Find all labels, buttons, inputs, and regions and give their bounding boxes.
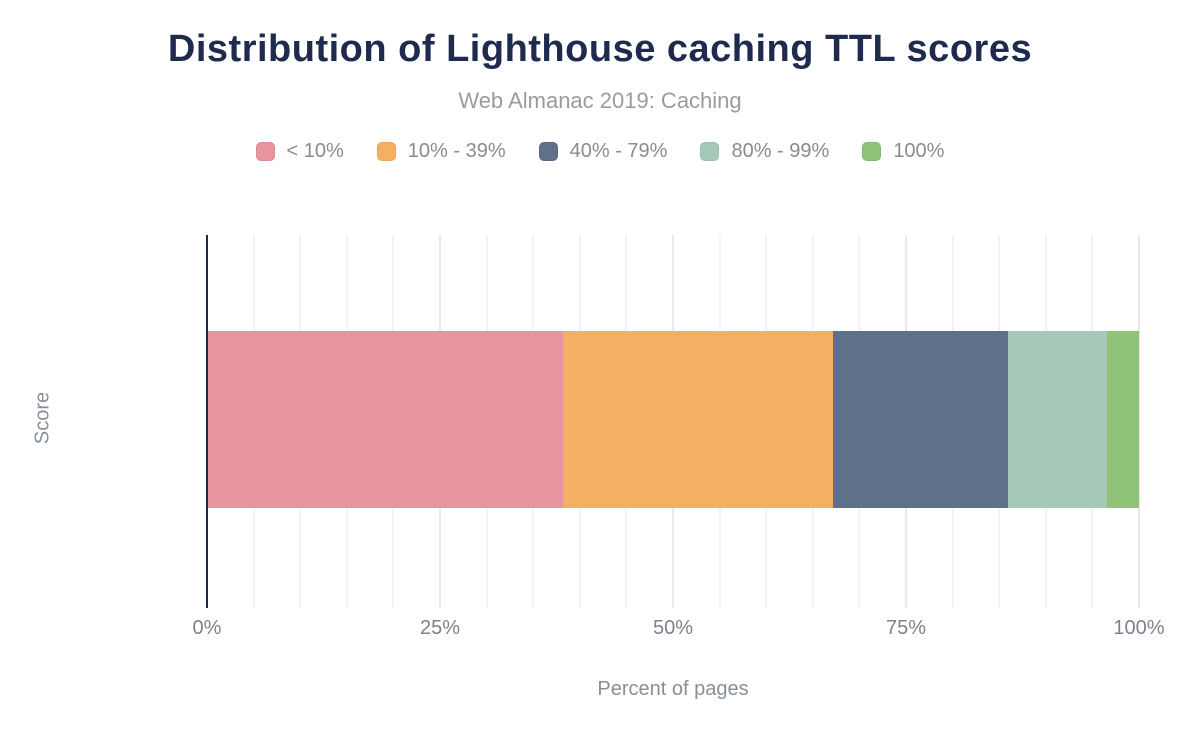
- legend-item-0[interactable]: < 10%: [255, 140, 344, 163]
- legend-label: 80% - 99%: [731, 140, 830, 162]
- plot-area: [206, 235, 1140, 608]
- legend-swatch-icon: [255, 142, 275, 161]
- x-axis-title: Percent of pages: [597, 678, 749, 700]
- stacked-bar: [207, 331, 1139, 508]
- legend-swatch-icon: [700, 142, 720, 161]
- x-axis-tick-labels: 0% 25% 50% 75% 100%: [193, 617, 1165, 643]
- legend-swatch-icon: [538, 142, 558, 161]
- bar-segment-2[interactable]: [833, 331, 1008, 508]
- x-tick-label: 100%: [1113, 617, 1165, 639]
- legend-swatch-icon: [376, 142, 396, 161]
- x-tick-label: 0%: [192, 617, 222, 639]
- x-tick-label: 75%: [885, 617, 927, 639]
- legend-swatch-icon: [862, 142, 882, 161]
- x-tick-label: 25%: [419, 617, 461, 639]
- chart-subtitle: Web Almanac 2019: Caching: [458, 88, 742, 113]
- legend: < 10% 10% - 39% 40% - 79% 80% - 99% 100%: [0, 140, 1200, 163]
- legend-label: 10% - 39%: [407, 140, 506, 162]
- legend-label: 100%: [893, 140, 945, 162]
- bar-segment-3[interactable]: [1007, 331, 1108, 508]
- legend-item-3[interactable]: 80% - 99%: [700, 140, 829, 163]
- gridline: [1138, 235, 1140, 608]
- chart-title: Distribution of Lighthouse caching TTL s…: [167, 28, 1033, 70]
- y-axis-title: Score: [31, 391, 54, 445]
- legend-label: 40% - 79%: [569, 140, 668, 162]
- y-axis-line: [206, 235, 208, 608]
- legend-item-2[interactable]: 40% - 79%: [538, 140, 668, 163]
- bar-segment-4[interactable]: [1107, 331, 1139, 508]
- legend-item-1[interactable]: 10% - 39%: [376, 140, 506, 163]
- legend-label: < 10%: [286, 140, 344, 162]
- bar-segment-1[interactable]: [563, 331, 834, 508]
- x-tick-label: 50%: [652, 617, 694, 639]
- legend-item-4[interactable]: 100%: [862, 140, 944, 163]
- bar-segment-0[interactable]: [207, 331, 564, 508]
